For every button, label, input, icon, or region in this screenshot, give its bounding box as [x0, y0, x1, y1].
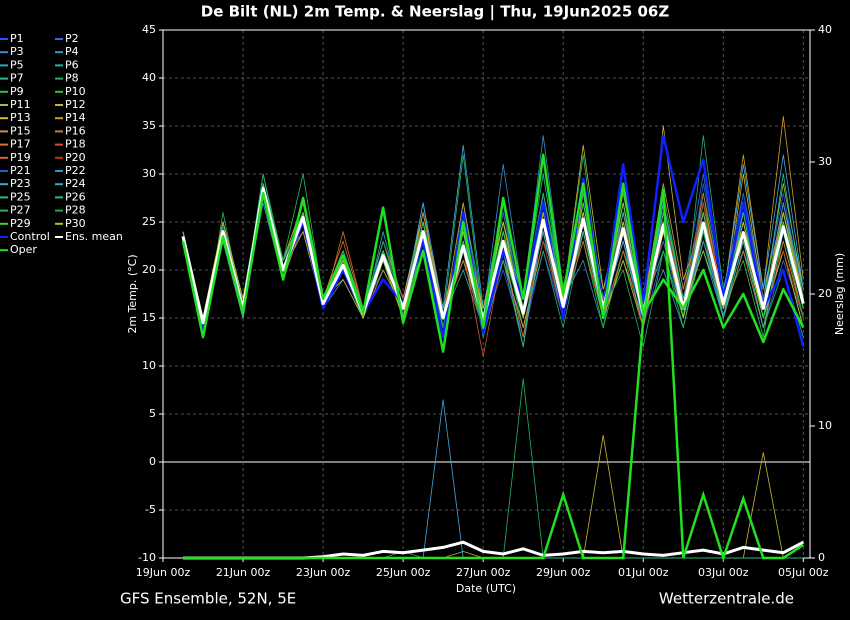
y2-tick-label: 0 — [818, 551, 825, 564]
legend-label: P27 — [10, 204, 31, 217]
legend-label: P28 — [65, 204, 86, 217]
legend-label: P23 — [10, 177, 31, 190]
y-tick-label: 15 — [142, 311, 156, 324]
y-tick-label: 35 — [142, 119, 156, 132]
y-tick-label: 20 — [142, 263, 156, 276]
legend-label: Control — [10, 230, 50, 243]
legend-label: P25 — [10, 190, 31, 203]
x-axis-label: Date (UTC) — [456, 582, 516, 595]
legend-label: P3 — [10, 45, 24, 58]
y-tick-label: 10 — [142, 359, 156, 372]
x-tick-label: 25Jun 00z — [376, 566, 431, 579]
legend-label: P24 — [65, 177, 86, 190]
legend-label: P20 — [65, 151, 86, 164]
legend-label: P19 — [10, 151, 31, 164]
y2-tick-label: 40 — [818, 23, 832, 36]
legend-label: P29 — [10, 217, 31, 230]
y-tick-label: 25 — [142, 215, 156, 228]
legend-label: P12 — [65, 98, 86, 111]
x-tick-label: 01Jul 00z — [618, 566, 669, 579]
legend-label: P16 — [65, 124, 86, 137]
legend-label: P21 — [10, 164, 31, 177]
legend-label: P11 — [10, 98, 31, 111]
temp-line — [181, 153, 805, 353]
legend-label: P26 — [65, 190, 86, 203]
precip-line — [183, 188, 804, 563]
source-right: Wetterzentrale.de — [659, 590, 794, 608]
legend-label: P9 — [10, 85, 24, 98]
y-tick-label: 45 — [142, 23, 156, 36]
y-tick-label: -10 — [138, 551, 156, 564]
legend-label: P5 — [10, 58, 24, 71]
y-tick-label: 40 — [142, 71, 156, 84]
source-left: GFS Ensemble, 52N, 5E — [120, 590, 296, 608]
legend-label: Oper — [10, 243, 37, 256]
x-tick-label: 23Jun 00z — [296, 566, 351, 579]
x-tick-label: 03Jul 00z — [698, 566, 749, 579]
legend-label: P18 — [65, 138, 86, 151]
legend-label: P4 — [65, 45, 79, 58]
legend-label: P2 — [65, 32, 79, 45]
x-tick-label: 05Jul 00z — [778, 566, 829, 579]
y2-tick-label: 20 — [818, 287, 832, 300]
legend-label: P13 — [10, 111, 31, 124]
y-axis-label: 2m Temp. (°C) — [126, 254, 139, 333]
legend-label: P8 — [65, 72, 79, 85]
legend-label: P10 — [65, 85, 86, 98]
x-tick-label: 27Jun 00z — [456, 566, 511, 579]
y2-axis-label: Neerslag (mm) — [833, 253, 846, 335]
legend-label: P17 — [10, 138, 31, 151]
x-tick-label: 21Jun 00z — [216, 566, 271, 579]
y2-tick-label: 30 — [818, 155, 832, 168]
x-tick-label: 29Jun 00z — [536, 566, 591, 579]
x-tick-label: 19Jun 00z — [136, 566, 191, 579]
legend-label: P14 — [65, 111, 86, 124]
legend-label: P15 — [10, 124, 31, 137]
legend-label: P6 — [65, 58, 79, 71]
y-tick-label: 0 — [149, 455, 156, 468]
legend-label: P7 — [10, 72, 24, 85]
y-tick-label: -5 — [145, 503, 156, 516]
y-tick-label: 5 — [149, 407, 156, 420]
y-tick-label: 30 — [142, 167, 156, 180]
legend-label: P22 — [65, 164, 86, 177]
legend-label: P30 — [65, 217, 86, 230]
chart-title: De Bilt (NL) 2m Temp. & Neerslag | Thu, … — [201, 3, 670, 22]
legend-label: Ens. mean — [65, 230, 123, 243]
legend-label: P1 — [10, 32, 24, 45]
y2-tick-label: 10 — [818, 419, 832, 432]
